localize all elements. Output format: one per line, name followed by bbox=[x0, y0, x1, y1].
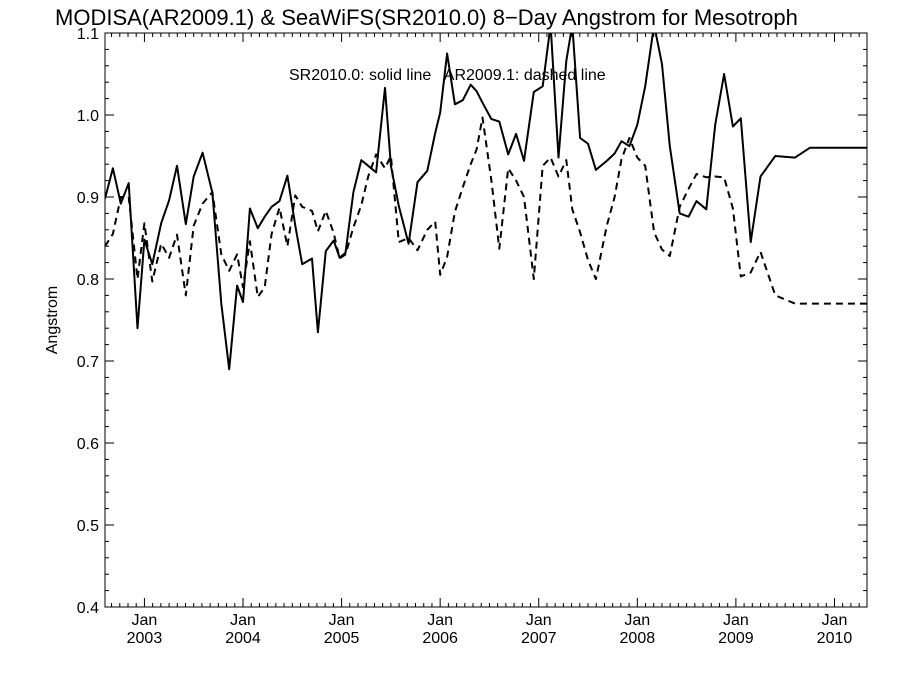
y-tick-label: 0.7 bbox=[77, 354, 99, 371]
y-axis-ticks bbox=[105, 32, 867, 608]
series-line-sr2010-0 bbox=[105, 33, 867, 371]
x-axis-ticks bbox=[111, 33, 860, 607]
x-tick-month-label: Jan bbox=[329, 612, 355, 629]
x-tick-month-label: Jan bbox=[624, 612, 650, 629]
chart-title: MODISA(AR2009.1) & SeaWiFS(SR2010.0) 8−D… bbox=[55, 5, 798, 30]
x-tick-month-label: Jan bbox=[230, 612, 256, 629]
y-tick-label: 1.0 bbox=[77, 108, 99, 125]
y-axis-tick-labels: 0.4 0.5 0.6 0.7 0.8 0.9 1.0 1.1 bbox=[77, 26, 99, 617]
y-axis-label: Angstrom bbox=[44, 286, 61, 354]
y-tick-label: 1.1 bbox=[77, 26, 99, 43]
x-tick-year-label: 2008 bbox=[620, 630, 656, 647]
line-style-annotation: SR2010.0: solid line AR2009.1: dashed li… bbox=[289, 67, 606, 84]
x-tick-month-label: Jan bbox=[526, 612, 552, 629]
x-tick-month-label: Jan bbox=[723, 612, 749, 629]
x-tick-year-label: 2007 bbox=[521, 630, 557, 647]
x-tick-month-label: Jan bbox=[427, 612, 453, 629]
x-tick-year-label: 2003 bbox=[127, 630, 163, 647]
x-tick-year-label: 2004 bbox=[225, 630, 261, 647]
x-tick-month-label: Jan bbox=[822, 612, 848, 629]
y-tick-label: 0.5 bbox=[77, 518, 99, 535]
y-tick-label: 0.9 bbox=[77, 190, 99, 207]
x-tick-year-label: 2010 bbox=[817, 630, 853, 647]
y-tick-label: 0.6 bbox=[77, 436, 99, 453]
x-tick-year-label: 2006 bbox=[422, 630, 458, 647]
series-layer bbox=[105, 33, 867, 371]
series-line-ar2009-1 bbox=[105, 116, 867, 305]
x-tick-year-label: 2009 bbox=[718, 630, 754, 647]
plot-frame bbox=[104, 32, 868, 608]
x-axis-tick-labels: Jan2003Jan2004Jan2005Jan2006Jan2007Jan20… bbox=[127, 612, 853, 647]
y-tick-label: 0.8 bbox=[77, 272, 99, 289]
x-tick-year-label: 2005 bbox=[324, 630, 360, 647]
y-tick-label: 0.4 bbox=[77, 600, 99, 617]
x-tick-month-label: Jan bbox=[132, 612, 158, 629]
